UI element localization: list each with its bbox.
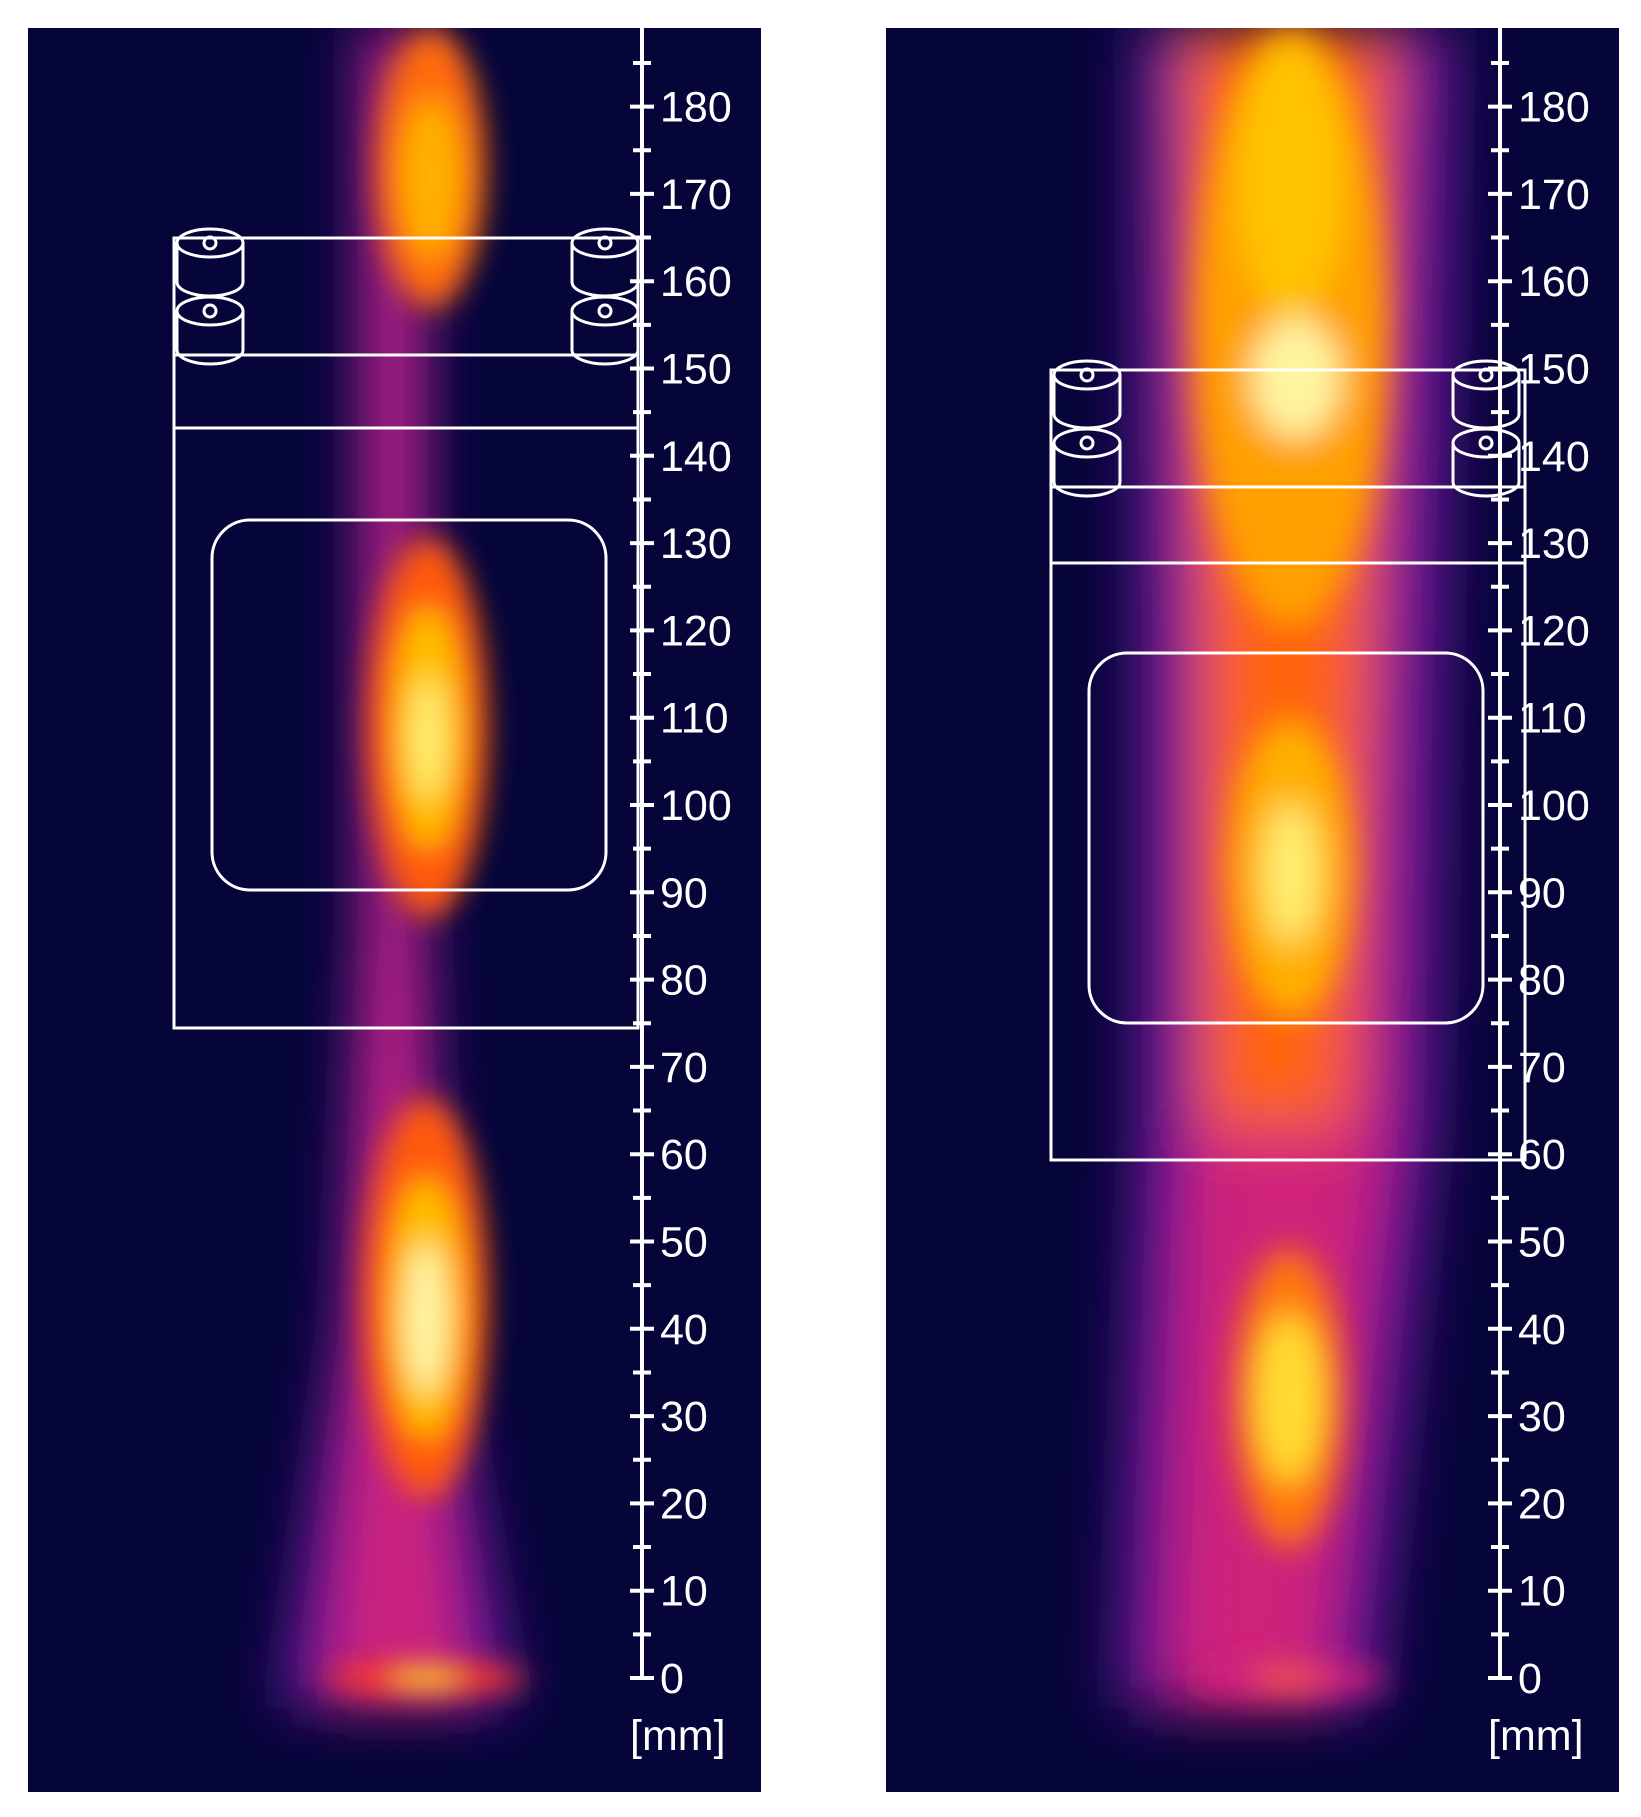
scale-tick-label: 140 bbox=[1518, 433, 1590, 481]
scale-tick-label: 150 bbox=[1518, 346, 1590, 394]
scale-tick-label: 80 bbox=[660, 957, 708, 1005]
scale-tick-label: 180 bbox=[660, 84, 732, 132]
scale-tick-label: 70 bbox=[660, 1044, 708, 1092]
scale-tick-label: 170 bbox=[1518, 171, 1590, 219]
scale-tick-label: 70 bbox=[1518, 1044, 1566, 1092]
scale-tick-label: 20 bbox=[660, 1480, 708, 1528]
scale-tick-label: 40 bbox=[660, 1306, 708, 1354]
scale-tick-label: 160 bbox=[1518, 258, 1590, 306]
scale-tick-label: 90 bbox=[660, 869, 708, 917]
right-plume-svg: 1801701601501401301201101009080706050403… bbox=[886, 28, 1619, 1792]
scale-tick-label: 0 bbox=[1518, 1655, 1542, 1703]
scale-tick-label: 170 bbox=[660, 171, 732, 219]
scale-tick-label: 20 bbox=[1518, 1480, 1566, 1528]
scale-tick-label: 50 bbox=[1518, 1219, 1566, 1267]
scale-tick-label: 60 bbox=[1518, 1131, 1566, 1179]
scale-tick-label: 100 bbox=[660, 782, 732, 830]
scale-tick-label: 160 bbox=[660, 258, 732, 306]
scale-tick-label: 30 bbox=[660, 1393, 708, 1441]
scale-tick-label: 140 bbox=[660, 433, 732, 481]
scale-tick-label: 50 bbox=[660, 1219, 708, 1267]
millimeter-scale bbox=[1488, 28, 1512, 1680]
scale-tick-label: 100 bbox=[1518, 782, 1590, 830]
scale-tick-label: 0 bbox=[660, 1655, 684, 1703]
scale-labels: 1801701601501401301201101009080706050403… bbox=[1488, 84, 1590, 1760]
scale-tick-label: 80 bbox=[1518, 957, 1566, 1005]
scale-tick-label: 120 bbox=[660, 607, 732, 655]
scale-tick-label: 130 bbox=[1518, 520, 1590, 568]
scale-tick-label: 40 bbox=[1518, 1306, 1566, 1354]
scale-tick-label: 110 bbox=[660, 695, 729, 743]
thermal-image-left: 180 170 160 150 140 130 120 110 100 90 80 70 60 50 40 3… bbox=[28, 28, 761, 1792]
scale-tick-label: 10 bbox=[1518, 1568, 1566, 1616]
scale-tick-label: 150 bbox=[660, 346, 732, 394]
scale-tick-label: 130 bbox=[660, 520, 732, 568]
scale-tick-label: 10 bbox=[660, 1568, 708, 1616]
scale-tick-label: 90 bbox=[1518, 869, 1566, 917]
thermal-image-right: 180 170 160 150 140 130 120 110 100 90 80 70 60 50 40 3… bbox=[886, 28, 1619, 1792]
scale-tick-label: 60 bbox=[660, 1131, 708, 1179]
bolt-cluster bbox=[175, 227, 640, 366]
scale-unit-label: [mm] bbox=[1488, 1712, 1584, 1760]
plume-core bbox=[1189, 28, 1389, 1694]
scale-tick-label: 180 bbox=[1518, 84, 1590, 132]
millimeter-scale bbox=[630, 28, 654, 1680]
left-plume-svg: 1801701601501401301201101009080706050403… bbox=[28, 28, 761, 1792]
apparatus-outline bbox=[172, 227, 640, 1030]
apparatus-outline bbox=[1049, 359, 1527, 1162]
scale-labels: 1801701601501401301201101009080706050403… bbox=[630, 84, 732, 1760]
scale-tick-label: 30 bbox=[1518, 1393, 1566, 1441]
bolt-cluster bbox=[1052, 359, 1521, 498]
scale-unit-label: [mm] bbox=[630, 1712, 726, 1760]
scale-tick-label: 110 bbox=[1518, 695, 1587, 743]
scale-tick-label: 120 bbox=[1518, 607, 1590, 655]
